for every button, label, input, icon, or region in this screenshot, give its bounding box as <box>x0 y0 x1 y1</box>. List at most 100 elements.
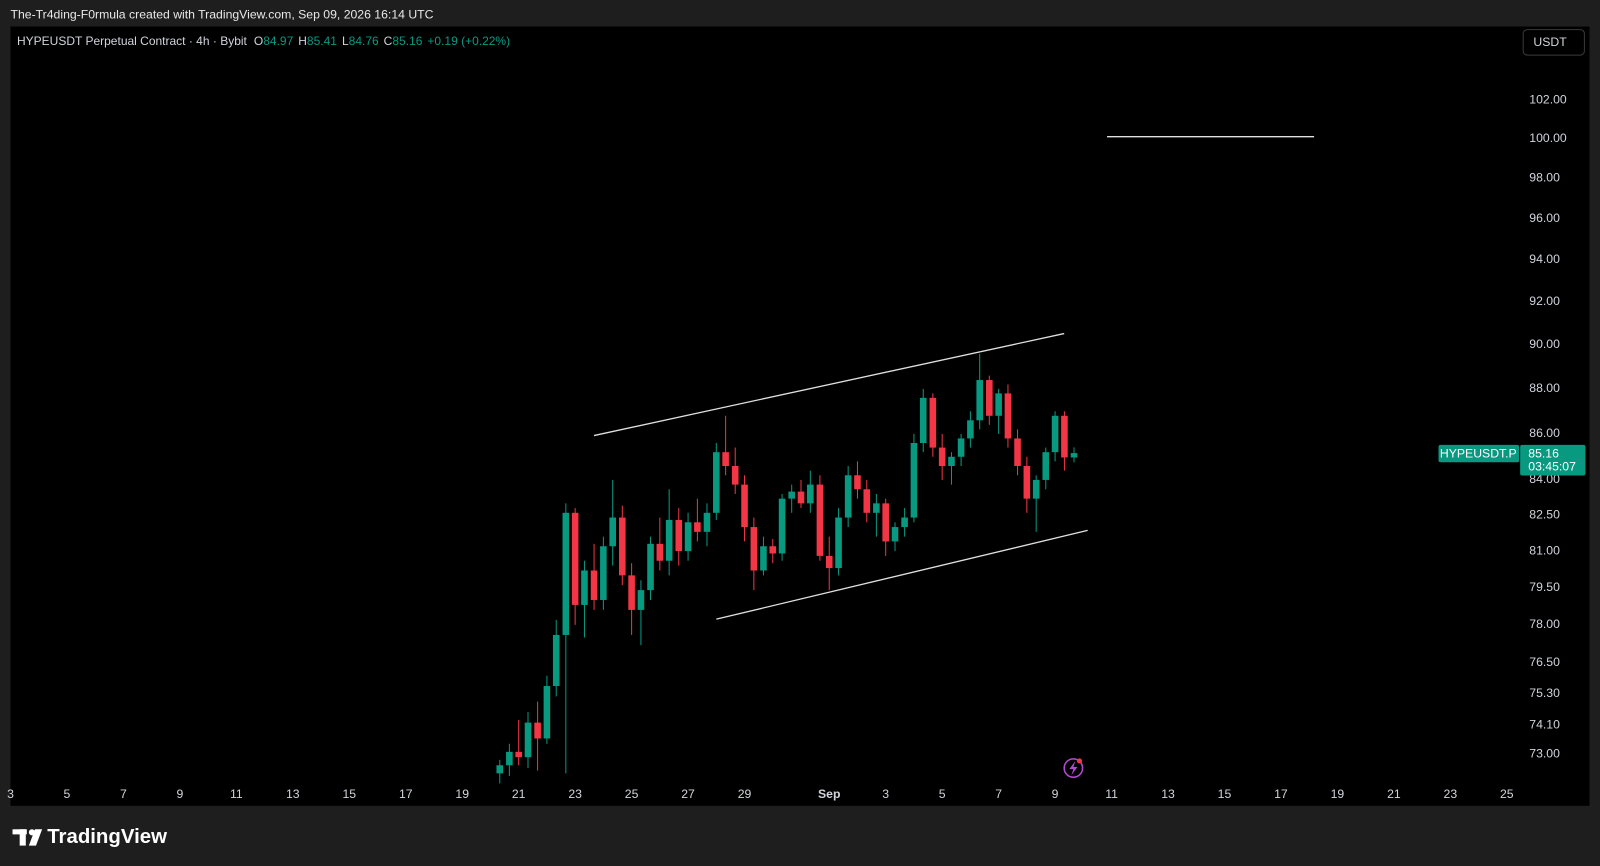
ohlc-label: H <box>298 34 307 48</box>
candle-body <box>731 466 739 485</box>
x-tick-label: 15 <box>1218 787 1232 801</box>
candle-body <box>543 686 551 739</box>
candle-body <box>1032 479 1040 499</box>
ohlc-value: 85.41 <box>306 34 337 48</box>
x-tick-label: 25 <box>1500 787 1514 801</box>
candle-body <box>825 555 833 569</box>
candle-body <box>891 527 899 542</box>
legend: HYPEUSDT Perpetual Contract · 4h · Bybit… <box>17 34 515 48</box>
price-tag-price: 85.16 <box>1528 446 1559 460</box>
x-tick-label: 11 <box>1105 787 1118 801</box>
logo <box>12 829 43 846</box>
event-icon[interactable] <box>1063 758 1084 779</box>
ohlc-value: 84.97 <box>263 34 294 48</box>
candle-body <box>1042 452 1050 480</box>
x-tick-label: 19 <box>1331 787 1345 801</box>
x-tick-label: 7 <box>120 787 127 801</box>
candle-body <box>722 452 729 467</box>
x-tick-label: Sep <box>818 787 840 801</box>
candle-body <box>694 522 701 532</box>
y-tick-label: 102.00 <box>1529 92 1567 106</box>
x-tick-label: 9 <box>1052 787 1059 801</box>
channel-upper <box>593 332 1065 437</box>
candle-body <box>600 546 607 600</box>
ohlc-label: C <box>383 34 393 48</box>
candle-body <box>496 765 504 774</box>
candle-body <box>571 512 579 605</box>
candle-body <box>1070 453 1078 458</box>
x-tick-label: 23 <box>568 787 582 801</box>
x-tick-label: 21 <box>1387 787 1401 801</box>
x-tick-label: 11 <box>230 787 243 801</box>
candle-body <box>769 546 777 554</box>
y-tick-label: 84.00 <box>1529 472 1560 486</box>
ohlc-label: O <box>253 34 264 48</box>
price-tag-symbol-box <box>1438 444 1520 463</box>
candle-body <box>910 443 918 518</box>
candle-body <box>1061 415 1068 458</box>
candle-body <box>628 575 635 610</box>
candle-body <box>816 484 824 556</box>
candle-body <box>581 570 588 605</box>
candle-body <box>1023 466 1031 499</box>
candle-body <box>901 517 908 528</box>
candle-body <box>1014 438 1021 467</box>
x-tick-label: 29 <box>738 787 752 801</box>
y-tick-label: 75.30 <box>1529 686 1560 700</box>
x-tick-label: 17 <box>399 787 413 801</box>
candle-body <box>1004 393 1012 439</box>
candle-body <box>929 397 937 448</box>
candle-body <box>835 517 842 569</box>
x-tick-label: 17 <box>1274 787 1288 801</box>
candle-body <box>506 751 513 766</box>
x-tick-label: 5 <box>939 787 946 801</box>
price-tag-symbol: HYPEUSDT.P <box>1440 446 1517 460</box>
candle-body <box>703 512 711 532</box>
x-tick-label: 9 <box>176 787 183 801</box>
candle-body <box>741 484 748 528</box>
x-tick-label: 25 <box>625 787 639 801</box>
y-tick-label: 78.00 <box>1529 617 1560 631</box>
candle-body <box>986 380 993 416</box>
y-tick-label: 98.00 <box>1529 171 1560 185</box>
candle-body <box>656 543 664 561</box>
ohlc-label: L <box>341 34 349 48</box>
x-tick-label: 5 <box>64 787 71 801</box>
candle-body <box>590 570 598 600</box>
candle-body <box>948 456 955 467</box>
price-tag-countdown: 03:45:07 <box>1528 460 1576 474</box>
candle-body <box>854 475 861 490</box>
currency-button[interactable] <box>1522 29 1585 56</box>
candle-body <box>665 519 673 561</box>
attribution: The-Tr4ding-F0rmula created with Trading… <box>11 8 434 22</box>
plot-area <box>10 26 1590 806</box>
x-tick-label: 3 <box>882 787 889 801</box>
x-tick-label: 19 <box>455 787 469 801</box>
event-bolt <box>1069 760 1078 776</box>
y-tick-label: 90.00 <box>1529 337 1560 351</box>
change: +0.19 (+0.22%) <box>427 34 511 48</box>
candle-body <box>778 498 786 554</box>
candle-body <box>967 420 974 439</box>
candle-body <box>684 522 692 552</box>
x-tick-label: 27 <box>681 787 695 801</box>
y-tick-label: 96.00 <box>1529 211 1560 225</box>
x-tick-label: 23 <box>1444 787 1458 801</box>
candle-body <box>750 527 758 571</box>
candle-body <box>919 397 927 444</box>
candle-body <box>976 380 984 421</box>
price-tag-box <box>1520 444 1586 476</box>
candle-body <box>609 517 616 547</box>
candle-body <box>807 484 814 504</box>
symbol: HYPEUSDT Perpetual Contract · 4h · Bybit <box>17 34 247 48</box>
y-tick-label: 100.00 <box>1529 131 1567 145</box>
candle-body <box>873 503 880 513</box>
currency[interactable]: USDT <box>1533 35 1567 49</box>
candle-body <box>675 519 683 552</box>
y-tick-label: 86.00 <box>1529 426 1560 440</box>
event-dot <box>1076 758 1083 764</box>
candle-body <box>713 452 720 513</box>
y-tick-label: 76.50 <box>1529 655 1560 669</box>
candle-body <box>844 475 852 518</box>
candle-body <box>534 722 541 739</box>
